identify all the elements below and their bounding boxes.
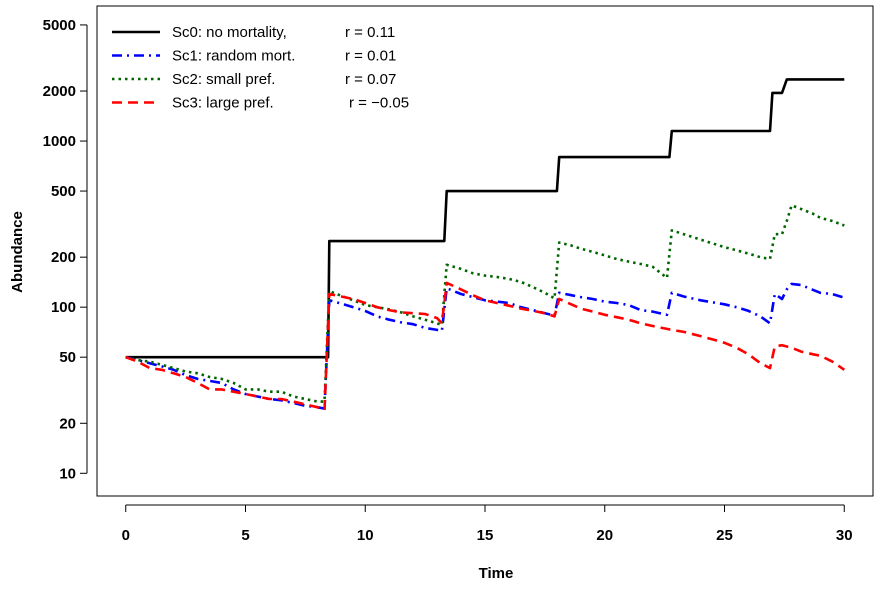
legend: Sc0: no mortality, r = 0.11 Sc1: random mo… xyxy=(112,24,409,112)
y-tick-label: 10 xyxy=(59,465,76,482)
y-tick-label: 50 xyxy=(59,349,76,366)
x-tick-label: 30 xyxy=(836,527,853,544)
series-line-sc0 xyxy=(125,78,845,359)
legend-label: Sc1: random mort. xyxy=(172,48,295,65)
series-line-sc3 xyxy=(125,281,846,412)
x-tick-label: 10 xyxy=(357,527,374,544)
y-tick-label: 5000 xyxy=(43,17,76,34)
legend-r-value: r = 0.01 xyxy=(345,48,396,65)
legend-label: Sc2: small pref. xyxy=(172,71,275,88)
legend-r-value: r = 0.11 xyxy=(345,24,395,41)
plot-frame xyxy=(96,5,874,497)
legend-label: Sc3: large pref. xyxy=(172,95,274,112)
x-tick-label: 20 xyxy=(596,527,613,544)
series-line-sc1 xyxy=(125,282,845,410)
y-tick-label: 1000 xyxy=(43,133,76,150)
series-line-sc2 xyxy=(125,204,845,403)
series-layer xyxy=(125,78,846,412)
y-tick-label: 200 xyxy=(51,249,76,266)
x-axis-title: Time xyxy=(479,565,514,582)
legend-label: Sc0: no mortality, xyxy=(172,24,287,41)
y-tick-label: 20 xyxy=(59,415,76,432)
x-axis: 0 5 10 15 20 25 30 xyxy=(122,504,853,544)
legend-r-value: r = 0.07 xyxy=(345,71,396,88)
y-axis: 10 20 50 100 200 500 1000 2000 5000 xyxy=(43,17,88,482)
y-tick-label: 2000 xyxy=(43,83,76,100)
x-tick-label: 5 xyxy=(241,527,249,544)
y-axis-title: Abundance xyxy=(9,211,26,293)
x-tick-label: 15 xyxy=(477,527,494,544)
x-tick-label: 0 xyxy=(122,527,130,544)
y-tick-label: 500 xyxy=(51,183,76,200)
legend-r-value: r = −0.05 xyxy=(349,95,409,112)
y-tick-label: 100 xyxy=(51,299,76,316)
x-tick-label: 25 xyxy=(716,527,733,544)
